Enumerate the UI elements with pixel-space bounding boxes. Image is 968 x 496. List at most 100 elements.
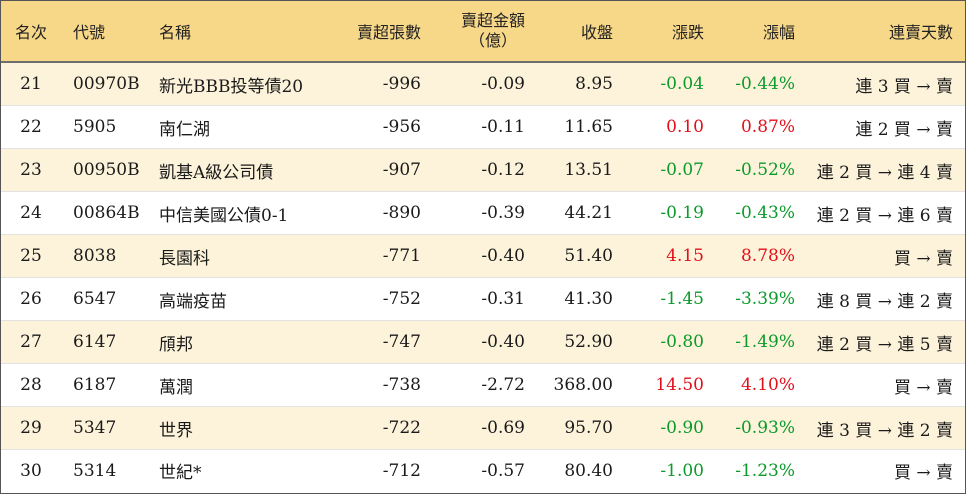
close-price-cell: 368.00 xyxy=(553,375,613,395)
header-change-pct[interactable]: 漲幅 xyxy=(762,23,795,42)
stock-name-cell: 世界 xyxy=(159,420,193,441)
header-consecutive-days[interactable]: 連賣天數 xyxy=(888,23,953,42)
net-sell-lots-cell: -722 xyxy=(382,418,421,438)
consecutive-days-cell: 連 3 買 → 連 2 賣 xyxy=(816,420,953,441)
stock-name-cell: 世紀* xyxy=(159,463,202,483)
price-change-cell: 14.50 xyxy=(655,375,704,395)
price-change-cell: 0.10 xyxy=(666,117,704,137)
stock-code-cell: 8038 xyxy=(73,246,117,266)
price-change-cell: -1.00 xyxy=(660,460,704,481)
stock-code-cell: 5314 xyxy=(73,460,117,481)
table-row[interactable]: 21 00970B 新光BBB投等債20 -996 -0.09 8.95 -0.04 -0.4… xyxy=(1,63,965,106)
rank-cell: 22 xyxy=(20,117,42,137)
price-change-cell: -1.45 xyxy=(660,289,704,309)
consecutive-days-cell: 買 → 賣 xyxy=(893,463,953,483)
header-code[interactable]: 代號 xyxy=(73,23,106,42)
net-sell-lots-cell: -712 xyxy=(382,460,421,481)
header-close[interactable]: 收盤 xyxy=(580,23,613,42)
table-row[interactable]: 28 6187 萬潤 -738 -2.72 368.00 14.50 4.10% 買 → 賣 xyxy=(1,364,965,407)
rank-cell: 27 xyxy=(20,332,42,352)
price-change-cell: -0.19 xyxy=(660,203,704,223)
table-row[interactable]: 25 8038 長園科 -771 -0.40 51.40 4.15 8.78% 買 → 賣 xyxy=(1,235,965,278)
table-row[interactable]: 29 5347 世界 -722 -0.69 95.70 -0.90 -0.93% 連 3 買 →… xyxy=(1,407,965,450)
change-pct-cell: -0.43% xyxy=(735,203,795,223)
price-change-cell: -0.04 xyxy=(660,74,704,94)
close-price-cell: 80.40 xyxy=(564,460,613,481)
net-sell-lots-cell: -738 xyxy=(382,375,421,395)
rank-cell: 23 xyxy=(20,160,42,180)
close-price-cell: 95.70 xyxy=(564,418,613,438)
price-change-cell: -0.90 xyxy=(660,418,704,438)
stock-code-cell: 6187 xyxy=(73,375,117,395)
stock-code-cell: 00950B xyxy=(73,160,140,180)
change-pct-cell: -0.93% xyxy=(735,418,795,438)
close-price-cell: 41.30 xyxy=(564,289,613,309)
change-pct-cell: -0.52% xyxy=(735,160,795,180)
stock-code-cell: 00970B xyxy=(73,74,140,94)
net-sell-lots-cell: -752 xyxy=(382,289,421,309)
stock-code-cell: 6147 xyxy=(73,332,117,352)
header-rank[interactable]: 名次 xyxy=(14,23,47,42)
consecutive-days-cell: 連 2 買 → 連 5 賣 xyxy=(816,334,953,355)
close-price-cell: 13.51 xyxy=(564,160,613,180)
net-sell-lots-cell: -771 xyxy=(382,246,421,266)
net-sell-lots-cell: -890 xyxy=(382,203,421,223)
rank-cell: 29 xyxy=(20,418,42,438)
price-change-cell: 4.15 xyxy=(666,246,704,266)
stock-name-cell: 高端疫苗 xyxy=(159,291,227,312)
table-row[interactable]: 23 00950B 凱基A級公司債 -907 -0.12 13.51 -0.07 -0.52%… xyxy=(1,149,965,192)
table-row[interactable]: 24 00864B 中信美國公債0-1 -890 -0.39 44.21 -0.19 -0.4… xyxy=(1,192,965,235)
net-sell-lots-cell: -956 xyxy=(382,117,421,137)
close-price-cell: 11.65 xyxy=(564,117,613,137)
header-net-sell-amount[interactable]: 賣超金額 （億） xyxy=(421,11,525,51)
stock-code-cell: 00864B xyxy=(73,203,140,223)
change-pct-cell: 8.78% xyxy=(740,246,795,266)
net-sell-amount-cell: -0.57 xyxy=(481,460,525,481)
stock-code-cell: 5905 xyxy=(73,117,117,137)
net-sell-amount-cell: -0.12 xyxy=(481,160,525,180)
net-sell-amount-cell: -0.09 xyxy=(481,74,525,94)
table-row[interactable]: 22 5905 南仁湖 -956 -0.11 11.65 0.10 0.87% 連 2 買 → … xyxy=(1,106,965,149)
consecutive-days-cell: 買 → 賣 xyxy=(893,377,953,398)
rank-cell: 28 xyxy=(20,375,42,395)
net-sell-amount-cell: -0.40 xyxy=(481,332,525,352)
net-sell-lots-cell: -747 xyxy=(382,332,421,352)
stock-name-cell: 頎邦 xyxy=(159,334,193,355)
net-sell-amount-cell: -2.72 xyxy=(481,375,525,395)
consecutive-days-cell: 連 3 買 → 賣 xyxy=(855,76,953,97)
consecutive-days-cell: 連 2 買 → 連 6 賣 xyxy=(816,205,953,226)
price-change-cell: -0.07 xyxy=(660,160,704,180)
close-price-cell: 52.90 xyxy=(564,332,613,352)
stock-code-cell: 5347 xyxy=(73,418,117,438)
change-pct-cell: 4.10% xyxy=(740,375,795,395)
net-sell-lots-cell: -907 xyxy=(382,160,421,180)
stock-code-cell: 6547 xyxy=(73,289,117,309)
consecutive-days-cell: 買 → 賣 xyxy=(893,248,953,269)
net-sell-amount-cell: -0.69 xyxy=(481,418,525,438)
net-sell-amount-cell: -0.40 xyxy=(481,246,525,266)
table-row[interactable]: 27 6147 頎邦 -747 -0.40 52.90 -0.80 -1.49% 連 2 買 →… xyxy=(1,321,965,364)
header-net-sell-lots[interactable]: 賣超張數 xyxy=(356,23,421,42)
header-name[interactable]: 名稱 xyxy=(159,23,192,42)
net-sell-amount-cell: -0.39 xyxy=(481,203,525,223)
header-change[interactable]: 漲跌 xyxy=(671,23,704,42)
rank-cell: 25 xyxy=(20,246,42,266)
net-sell-lots-cell: -996 xyxy=(382,74,421,94)
close-price-cell: 51.40 xyxy=(564,246,613,266)
price-change-cell: -0.80 xyxy=(660,332,704,352)
stock-name-cell: 長園科 xyxy=(159,248,210,269)
table-row[interactable]: 30 5314 世紀* -712 -0.57 80.40 -1.00 -1.23% 買 → 賣 xyxy=(1,450,965,491)
consecutive-days-cell: 連 2 買 → 連 4 賣 xyxy=(816,162,953,183)
rank-cell: 24 xyxy=(20,203,42,223)
table-row[interactable]: 26 6547 高端疫苗 -752 -0.31 41.30 -1.45 -3.39% 連 8 買… xyxy=(1,278,965,321)
change-pct-cell: -0.44% xyxy=(735,74,795,94)
stock-name-cell: 中信美國公債0-1 xyxy=(159,205,289,226)
rank-cell: 26 xyxy=(20,289,42,309)
stock-name-cell: 新光BBB投等債20 xyxy=(159,76,304,97)
net-sell-amount-cell: -0.31 xyxy=(481,289,525,309)
header-net-sell-amount-label: 賣超金額 （億） xyxy=(461,11,525,51)
consecutive-days-cell: 連 8 買 → 連 2 賣 xyxy=(816,291,953,312)
rank-cell: 21 xyxy=(20,74,42,94)
stock-name-cell: 萬潤 xyxy=(159,377,193,398)
